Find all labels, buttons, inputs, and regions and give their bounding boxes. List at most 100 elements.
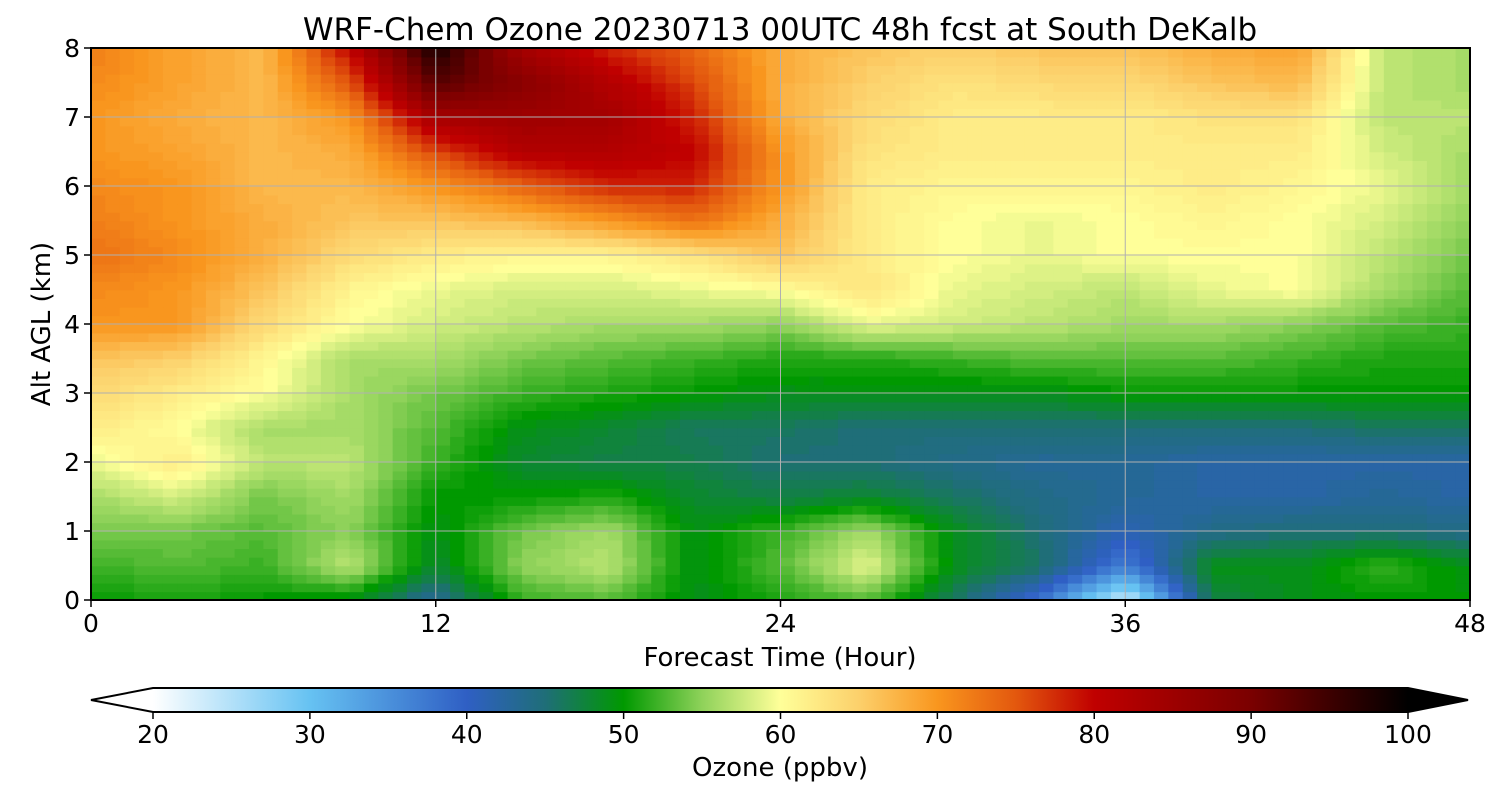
heatmap-cell (1283, 177, 1299, 187)
heatmap-cell (1067, 401, 1083, 412)
heatmap-cell (579, 349, 595, 360)
heatmap-cell (608, 531, 624, 541)
heatmap-cell (579, 151, 595, 161)
heatmap-cell (1168, 401, 1184, 412)
heatmap-cell (320, 306, 336, 317)
heatmap-cell (579, 487, 595, 498)
heatmap-cell (1125, 427, 1141, 437)
heatmap-cell (1039, 410, 1055, 420)
heatmap-cell (493, 418, 509, 429)
heatmap-cell (952, 582, 969, 593)
heatmap-cell (608, 591, 624, 600)
heatmap-cell (1067, 203, 1083, 213)
heatmap-cell (1297, 203, 1313, 213)
heatmap-cell (1110, 479, 1127, 489)
heatmap-cell (952, 470, 969, 481)
heatmap-cell (679, 470, 696, 481)
heatmap-cell (349, 358, 365, 368)
heatmap-cell (493, 160, 509, 170)
heatmap-cell (952, 591, 969, 600)
heatmap-cell (363, 306, 380, 317)
heatmap-cell (407, 324, 423, 334)
heatmap-cell (1355, 324, 1371, 334)
heatmap-cell (234, 487, 250, 498)
heatmap-cell (852, 401, 868, 412)
heatmap-cell (1455, 548, 1470, 558)
heatmap-cell (1225, 358, 1241, 368)
heatmap-cell (392, 427, 408, 437)
heatmap-cell (1441, 539, 1457, 550)
heatmap-cell (550, 462, 566, 472)
heatmap-cell (723, 203, 739, 213)
heatmap-cell (895, 177, 911, 187)
heatmap-cell (766, 418, 782, 429)
heatmap-cell (464, 229, 480, 239)
heatmap-cell (967, 151, 983, 161)
heatmap-cell (852, 574, 868, 584)
heatmap-cell (1426, 186, 1443, 196)
heatmap-cell (277, 444, 293, 455)
heatmap-cell (392, 582, 408, 593)
heatmap-cell (1168, 496, 1184, 506)
heatmap-cell (1254, 324, 1270, 334)
heatmap-cell (421, 582, 437, 593)
heatmap-cell (435, 582, 451, 593)
heatmap-cell (1283, 315, 1299, 325)
heatmap-cell (823, 548, 839, 558)
heatmap-cell (105, 574, 121, 584)
heatmap-cell (866, 332, 882, 343)
heatmap-cell (723, 272, 739, 282)
heatmap-cell (881, 548, 897, 558)
heatmap-cell (1311, 211, 1328, 222)
heatmap-cell (91, 375, 107, 386)
heatmap-cell (205, 513, 222, 524)
heatmap-cell (1355, 160, 1371, 170)
heatmap-cell (1096, 384, 1112, 394)
heatmap-cell (378, 211, 394, 222)
heatmap-cell (1125, 349, 1141, 360)
heatmap-cell (866, 539, 882, 550)
heatmap-cell (407, 470, 423, 481)
heatmap-cell (1254, 479, 1270, 489)
heatmap-cell (119, 548, 135, 558)
heatmap-cell (1340, 332, 1356, 343)
heatmap-cell (550, 548, 566, 558)
heatmap-cell (723, 229, 739, 239)
heatmap-cell (981, 203, 997, 213)
heatmap-cell (507, 453, 523, 463)
heatmap-cell (435, 375, 451, 386)
heatmap-cell (234, 591, 250, 600)
heatmap-cell (1369, 341, 1385, 351)
heatmap-cell (119, 280, 135, 291)
heatmap-cell (335, 194, 351, 205)
heatmap-cell (809, 487, 825, 498)
heatmap-cell (938, 444, 954, 455)
heatmap-cell (148, 531, 164, 541)
heatmap-cell (134, 393, 150, 403)
heatmap-cell (852, 418, 868, 429)
heatmap-cell (967, 462, 983, 472)
heatmap-cell (407, 263, 423, 274)
heatmap-cell (636, 341, 653, 351)
heatmap-cell (421, 375, 437, 386)
heatmap-cell (694, 401, 710, 412)
heatmap-cell (837, 505, 854, 515)
heatmap-cell (148, 194, 164, 205)
heatmap-cell (1240, 513, 1256, 524)
heatmap-cell (1153, 306, 1170, 317)
heatmap-cell (1412, 556, 1428, 567)
heatmap-cell (550, 186, 566, 196)
heatmap-cell (450, 211, 466, 222)
heatmap-cell (536, 410, 552, 420)
heatmap-cell (708, 582, 724, 593)
heatmap-cell (464, 220, 480, 230)
heatmap-cell (1082, 160, 1098, 170)
heatmap-cell (1010, 237, 1026, 248)
heatmap-cell (909, 358, 925, 368)
heatmap-cell (1139, 591, 1155, 600)
heatmap-cell (91, 151, 107, 161)
heatmap-cell (837, 358, 854, 368)
heatmap-cell (1168, 591, 1184, 600)
heatmap-cell (249, 298, 265, 308)
heatmap-cell (981, 513, 997, 524)
